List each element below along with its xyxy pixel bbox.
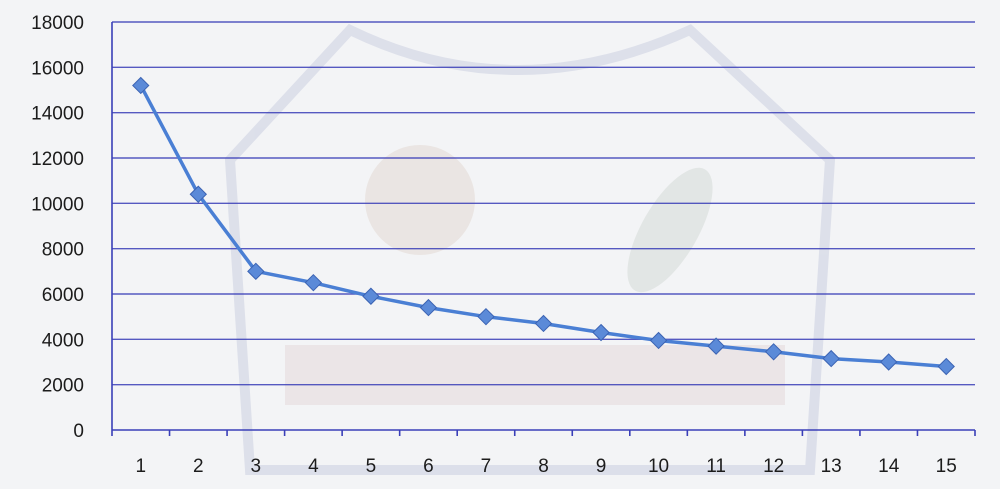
x-tick-label: 13 — [821, 456, 842, 477]
axes — [111, 22, 975, 431]
data-point-marker — [937, 357, 955, 376]
data-point-marker — [419, 298, 438, 317]
data-point-marker — [649, 331, 668, 350]
x-tick-label: 9 — [596, 456, 607, 477]
x-tick-label: 14 — [878, 456, 900, 477]
watermark-band — [285, 345, 785, 405]
y-tick-label: 18000 — [31, 13, 84, 34]
data-point-marker — [764, 343, 783, 361]
x-tick-label: 8 — [538, 456, 549, 477]
y-axis-ticks: 0 2000 4000 6000 8000 10000 12000 14000 16000 180… — [31, 13, 84, 442]
data-point-marker — [477, 307, 495, 326]
data-point-marker — [822, 349, 840, 368]
data-point-marker — [707, 337, 725, 355]
y-tick-label: 4000 — [42, 330, 84, 351]
x-tick-label: 7 — [481, 456, 492, 477]
x-tick-label: 3 — [251, 456, 262, 477]
x-tick-label: 6 — [423, 456, 434, 477]
x-tick-label: 10 — [648, 456, 669, 477]
watermark-shield-outline — [224, 23, 836, 475]
y-tick-label: 10000 — [31, 194, 84, 215]
data-point-marker — [132, 76, 150, 95]
x-tick-label: 4 — [308, 456, 319, 477]
y-tick-label: 16000 — [31, 58, 84, 79]
series-group — [132, 76, 955, 376]
watermark-corn — [627, 167, 713, 293]
y-tick-label: 0 — [73, 421, 84, 442]
y-tick-label: 12000 — [31, 149, 84, 170]
data-point-marker — [879, 353, 898, 371]
x-tick-label: 5 — [366, 456, 377, 477]
data-point-marker — [592, 323, 610, 342]
y-tick-label: 2000 — [42, 376, 84, 397]
x-tick-label: 2 — [193, 456, 204, 477]
data-point-marker — [189, 185, 208, 203]
y-tick-label: 14000 — [31, 104, 84, 125]
x-axis-ticks: 1 2 3 4 5 6 7 8 9 10 11 12 13 14 15 — [111, 430, 976, 477]
y-tick-label: 8000 — [42, 240, 84, 261]
data-point-marker — [362, 287, 380, 305]
seal-watermark — [224, 23, 836, 475]
x-tick-label: 11 — [706, 456, 726, 477]
data-point-marker — [534, 314, 553, 333]
data-point-marker — [304, 273, 323, 292]
data-point-marker — [247, 262, 265, 281]
x-tick-label: 15 — [936, 456, 957, 477]
x-tick-label: 12 — [763, 456, 784, 477]
watermark-emblem — [365, 145, 475, 255]
gridlines — [112, 21, 975, 386]
x-tick-label: 1 — [135, 456, 146, 477]
y-tick-label: 6000 — [42, 285, 84, 306]
